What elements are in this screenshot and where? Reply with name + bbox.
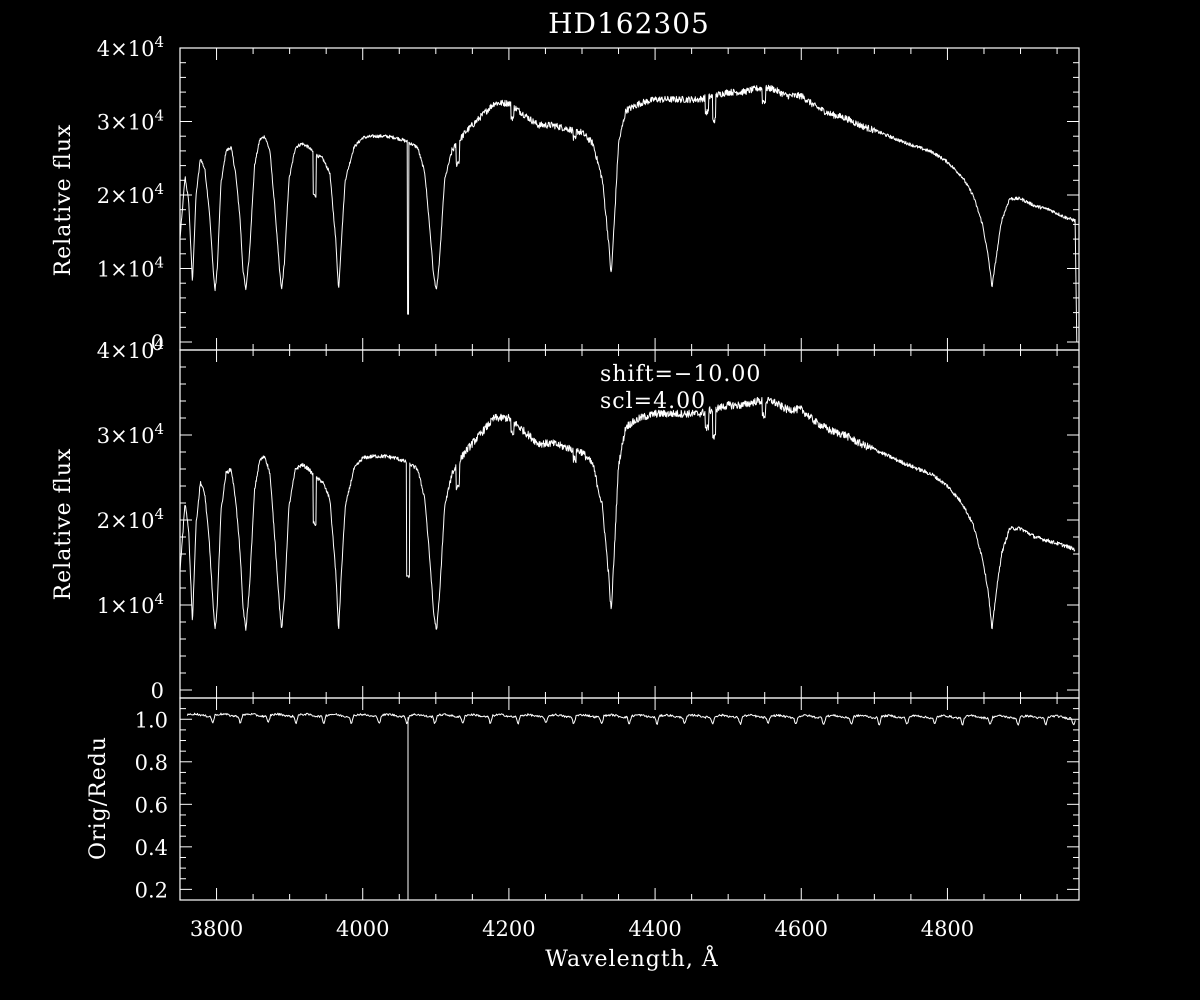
y-tick-label: 3×104 (97, 420, 164, 448)
top-flux-line (179, 84, 1078, 343)
y-tick-label: 0 (151, 679, 164, 703)
chart-title: HD162305 (548, 7, 710, 40)
top-panel-y-tick-labels: 0 1×104 2×104 3×104 4×104 (97, 33, 164, 355)
y-tick-label: 2×104 (97, 505, 164, 533)
middle-panel-ticks (179, 349, 1079, 698)
y-tick-label: 2×104 (97, 180, 164, 208)
middle-flux-line (179, 396, 1076, 631)
y-tick-label: 1×104 (97, 590, 164, 618)
ratio-panel-ticks (179, 697, 1079, 901)
top-panel-y-axis-label: Relative flux (51, 124, 76, 277)
x-tick-label: 4000 (336, 917, 389, 941)
y-tick-label: 0.6 (135, 793, 168, 817)
scale-annotation: scl=4.00 (600, 389, 706, 414)
x-tick-label: 4600 (775, 917, 828, 941)
x-axis-label: Wavelength, Å (545, 944, 719, 972)
middle-panel-y-axis-label: Relative flux (51, 448, 76, 601)
x-tick-label: 3800 (190, 917, 243, 941)
y-tick-label: 3×104 (97, 107, 164, 135)
middle-panel-y-tick-labels: 0 1×104 2×104 3×104 4×104 (97, 335, 164, 703)
ratio-panel-y-axis-label: Orig/Redu (86, 736, 111, 860)
ratio-panel-y-tick-labels: 0.2 0.4 0.6 0.8 1.0 (135, 708, 168, 902)
ratio-panel-frame (179, 697, 1080, 901)
top-panel-frame (179, 47, 1080, 351)
top-panel-ticks (179, 47, 1079, 350)
shift-annotation: shift=−10.00 (600, 362, 761, 387)
y-tick-label: 0 (151, 331, 164, 355)
x-tick-label: 4400 (628, 917, 681, 941)
y-tick-label: 4×104 (97, 335, 164, 363)
ratio-panel: 0.2 0.4 0.6 0.8 1.0 3800 4000 4200 4400 4600 4800… (86, 697, 1080, 972)
y-tick-label: 0.2 (135, 878, 168, 902)
top-flux-panel: 0 1×104 2×104 3×104 4×104 Relative flux (51, 33, 1080, 355)
y-tick-label: 1×104 (97, 254, 164, 282)
middle-flux-panel: 0 1×104 2×104 3×104 4×104 Relative flux shif… (51, 335, 1080, 703)
y-tick-label: 4×104 (97, 33, 164, 61)
ratio-line (186, 712, 1076, 900)
x-tick-label: 4200 (482, 917, 535, 941)
y-tick-label: 0.8 (135, 751, 168, 775)
y-tick-label: 0.4 (135, 836, 168, 860)
x-tick-label: 4800 (921, 917, 974, 941)
x-tick-labels: 3800 4000 4200 4400 4600 4800 (190, 917, 974, 941)
y-tick-label: 1.0 (135, 708, 168, 732)
